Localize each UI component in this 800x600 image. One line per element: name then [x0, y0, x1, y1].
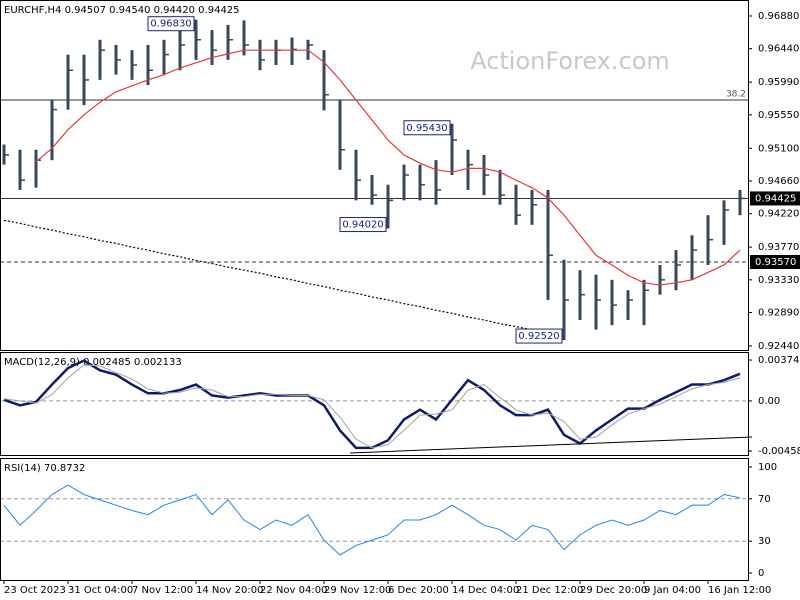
price-bar: [530, 189, 534, 225]
price-bar: [146, 44, 150, 86]
x-tick-label: 21 Dec 12:00: [516, 585, 583, 596]
x-tick-label: 22 Nov 04:00: [260, 585, 327, 596]
price-bar: [546, 189, 550, 300]
price-bar: [242, 20, 246, 56]
y-tick-label: 0.94220: [758, 209, 799, 220]
price-label-box: [750, 254, 800, 269]
price-bar: [674, 250, 678, 291]
annotation-label: 0.96830: [150, 19, 191, 30]
price-label: 0.93570: [755, 257, 796, 268]
indicator-line: [3, 484, 741, 556]
macd-trendline: [349, 436, 753, 454]
price-panel-frame: [0, 0, 749, 351]
price-bar: [738, 189, 742, 216]
annotation-box: [339, 217, 387, 233]
y-tick-label: 0.93330: [758, 275, 799, 286]
price-bar: [370, 175, 374, 205]
price-bar: [98, 39, 102, 80]
price-bar: [594, 274, 598, 330]
annotation-box: [515, 328, 563, 344]
x-tick-label: 29 Dec 20:00: [580, 585, 647, 596]
y-tick-label: 0.95990: [758, 77, 799, 88]
y-tick-label: 0.003743: [758, 355, 800, 366]
price-bar: [290, 37, 294, 66]
panel-title: MACD(12,26,9) 0.002485 0.002133: [4, 357, 182, 368]
price-bar: [338, 99, 342, 170]
y-tick-label: 0.95550: [758, 110, 799, 121]
x-tick-label: 9 Jan 04:00: [644, 585, 701, 596]
y-tick-label: 0.00: [758, 396, 780, 407]
price-label-box: [750, 191, 800, 206]
price-bar: [386, 184, 390, 229]
price-bar: [18, 149, 22, 190]
panel-title: RSI(14) 70.8732: [4, 463, 85, 474]
y-tick-label: 0: [758, 568, 764, 579]
price-bar: [162, 39, 166, 75]
price-bar: [50, 99, 54, 161]
y-tick-label: 0.95100: [758, 143, 799, 154]
y-tick-label: 0.92890: [758, 308, 799, 319]
price-label: 0.94425: [755, 193, 796, 204]
x-tick-label: 6 Dec 20:00: [388, 585, 449, 596]
moving-average: [3, 219, 549, 334]
x-tick-label: 14 Dec 04:00: [452, 585, 519, 596]
indicator-line: [3, 364, 741, 449]
annotation-label: 0.92520: [518, 331, 559, 342]
annotation-box: [403, 120, 451, 136]
y-tick-label: 70: [758, 494, 771, 505]
price-bar: [418, 164, 422, 201]
price-bar: [66, 54, 70, 110]
x-tick-label: 7 Nov 12:00: [132, 585, 193, 596]
price-bar: [322, 50, 326, 111]
y-tick-label: -0.004585: [758, 446, 800, 457]
price-bar: [354, 149, 358, 201]
fib-label: 38.2: [726, 90, 746, 100]
price-bar: [690, 235, 694, 280]
annotation-label: 0.95430: [406, 123, 447, 134]
price-bar: [610, 279, 614, 326]
x-tick-label: 23 Oct 2023: [4, 585, 66, 596]
y-tick-label: 0.96440: [758, 44, 799, 55]
panel-title: EURCHF,H4 0.94507 0.94540 0.94420 0.9442…: [4, 5, 240, 16]
price-bar: [722, 200, 726, 245]
price-bar: [226, 24, 230, 60]
y-tick-label: 0.93770: [758, 242, 799, 253]
price-bar: [434, 160, 438, 205]
price-bar: [178, 30, 182, 71]
y-tick-label: 30: [758, 536, 771, 547]
x-tick-label: 16 Jan 12:00: [708, 585, 771, 596]
price-bar: [626, 290, 630, 320]
price-bar: [210, 30, 214, 66]
rsi-panel-frame: [0, 458, 749, 581]
price-bar: [466, 149, 470, 190]
watermark: ActionForex.com: [470, 47, 670, 75]
x-tick-label: 14 Nov 20:00: [196, 585, 263, 596]
y-tick-label: 0.96880: [758, 11, 799, 22]
price-bar: [498, 169, 502, 205]
y-tick-label: 0.94660: [758, 176, 799, 187]
price-bar: [34, 149, 38, 188]
price-bar: [402, 164, 406, 201]
moving-average: [35, 49, 741, 286]
price-bar: [274, 39, 278, 66]
annotation-label: 0.94020: [342, 220, 383, 231]
macd-panel-frame: [0, 352, 749, 456]
price-bar: [514, 184, 518, 225]
x-tick-label: 29 Nov 12:00: [324, 585, 391, 596]
price-bar: [642, 279, 646, 326]
price-bar: [450, 123, 454, 176]
y-tick-label: 100: [758, 462, 777, 473]
x-tick-label: 31 Oct 04:00: [68, 585, 133, 596]
annotation-box: [147, 16, 195, 32]
price-bar: [258, 39, 262, 71]
y-tick-label: 0.92440: [758, 341, 799, 352]
